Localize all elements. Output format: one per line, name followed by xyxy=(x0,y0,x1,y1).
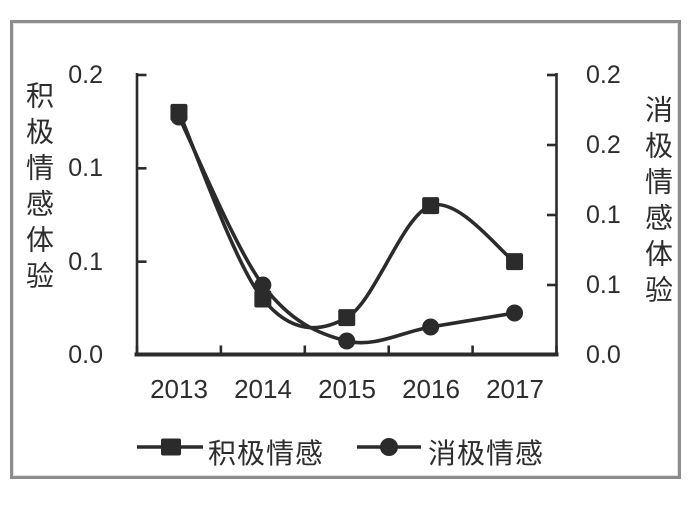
series-negative-line xyxy=(177,115,517,345)
x-axis-label-2013: 2013 xyxy=(150,374,208,404)
right-axis-tick-label: 0.0 xyxy=(586,341,621,369)
series-positive-marker xyxy=(338,309,356,327)
series-positive-marker xyxy=(422,197,440,215)
series-positive-marker xyxy=(254,290,272,308)
left-axis-tick-label: 0.0 xyxy=(68,341,103,369)
series-negative-marker xyxy=(338,332,356,350)
right-axis-title: 消极情感体验 xyxy=(642,95,673,311)
legend-square-marker xyxy=(161,438,181,456)
series-negative-marker xyxy=(170,108,188,126)
right-axis-tick-label: 0.1 xyxy=(586,271,621,299)
series-positive-marker xyxy=(506,253,524,271)
series-positive-line xyxy=(177,110,517,330)
series-negative-marker xyxy=(506,304,524,322)
x-axis-label-2017: 2017 xyxy=(486,374,544,404)
left-axis-tick-label: 0.1 xyxy=(68,248,103,276)
series-negative-marker xyxy=(422,318,440,336)
right-axis-tick-label: 0.1 xyxy=(586,201,621,229)
figure-border xyxy=(10,20,681,479)
x-axis-label-2015: 2015 xyxy=(318,374,376,404)
right-axis-tick-label: 0.2 xyxy=(586,131,621,159)
series-negative-marker xyxy=(254,276,272,294)
x-axis-label-2016: 2016 xyxy=(402,374,460,404)
legend-item-positive-label: 积极情感 xyxy=(208,438,325,469)
left-axis-title: 积极情感体验 xyxy=(23,81,54,297)
legend-circle-marker xyxy=(380,438,398,456)
right-axis-tick-label: 0.2 xyxy=(586,61,621,89)
left-axis-tick-label: 0.2 xyxy=(68,61,103,89)
x-axis-label-2014: 2014 xyxy=(234,374,292,404)
legend-item-negative-label: 消极情感 xyxy=(428,438,545,469)
left-axis-tick-label: 0.1 xyxy=(68,154,103,182)
